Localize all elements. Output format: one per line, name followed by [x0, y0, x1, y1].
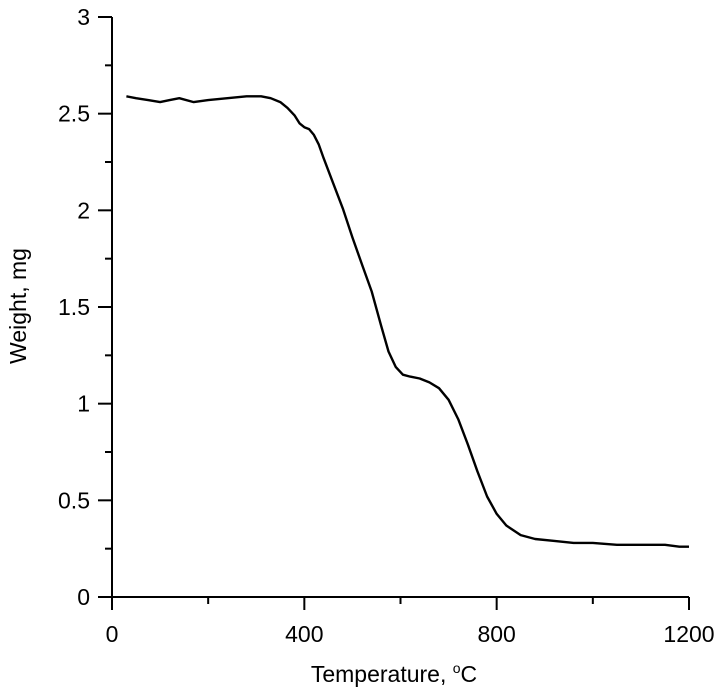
- tick-labels: 0 0.5 1 1.5 2 2.5 3 0 400 800 1200: [58, 4, 715, 647]
- x-axis-label: Temperature, oC: [311, 660, 477, 687]
- x-tick-label: 400: [285, 621, 323, 647]
- y-tick-label: 3: [77, 4, 90, 30]
- y-tick-label: 2.5: [58, 101, 90, 127]
- y-tick-label: 2: [77, 197, 90, 223]
- x-tick-label: 800: [477, 621, 515, 647]
- x-axis-label-text: Temperature,: [311, 661, 453, 687]
- y-axis-label: Weight, mg: [5, 248, 31, 364]
- x-axis-unit: C: [461, 661, 478, 687]
- y-tick-label: 0.5: [58, 487, 90, 513]
- axis-ticks: [98, 16, 690, 610]
- y-tick-label: 0: [77, 584, 90, 610]
- series-line-weight: [126, 95, 689, 548]
- y-tick-label: 1.5: [58, 294, 90, 320]
- x-axis-unit-degree: o: [453, 660, 461, 676]
- x-tick-label: 0: [106, 621, 119, 647]
- y-tick-label: 1: [77, 391, 90, 417]
- x-tick-label: 1200: [663, 621, 714, 647]
